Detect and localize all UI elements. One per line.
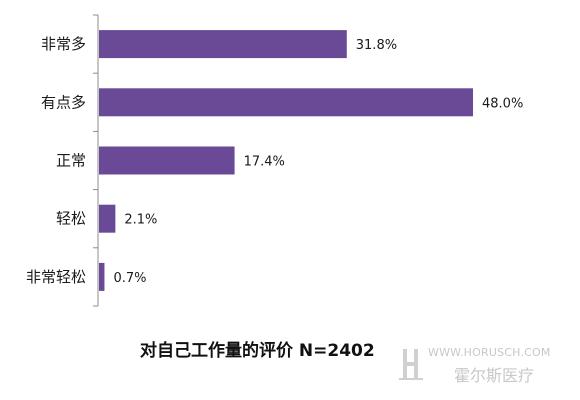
bars-group: 非常多 31.8% 有点多 48.0% 正常 17.4% 轻松 2.1% 非常轻松 0.7% xyxy=(26,14,523,307)
data-label: 2.1% xyxy=(124,213,157,228)
bar xyxy=(99,30,347,59)
bar xyxy=(99,88,473,117)
category-label: 轻松 xyxy=(56,210,86,228)
watermark-name: 霍尔斯医疗 xyxy=(454,366,535,385)
data-label: 0.7% xyxy=(113,271,146,286)
data-label: 17.4% xyxy=(244,155,285,170)
category-label: 非常多 xyxy=(41,35,86,53)
category-label: 正常 xyxy=(56,152,86,170)
data-label: 48.0% xyxy=(482,96,523,111)
bar xyxy=(99,262,105,291)
data-label: 31.8% xyxy=(356,38,397,53)
category-label: 有点多 xyxy=(41,93,86,111)
watermark-url: WWW.HORUSCH.COM xyxy=(428,346,551,359)
bar xyxy=(99,146,235,175)
watermark: WWW.HORUSCH.COM 霍尔斯医疗 xyxy=(398,344,570,388)
category-label: 非常轻松 xyxy=(26,268,86,286)
horusch-logo-icon xyxy=(399,349,423,380)
bar xyxy=(99,204,116,233)
chart-title: 对自己工作量的评价 N=2402 xyxy=(140,341,375,361)
